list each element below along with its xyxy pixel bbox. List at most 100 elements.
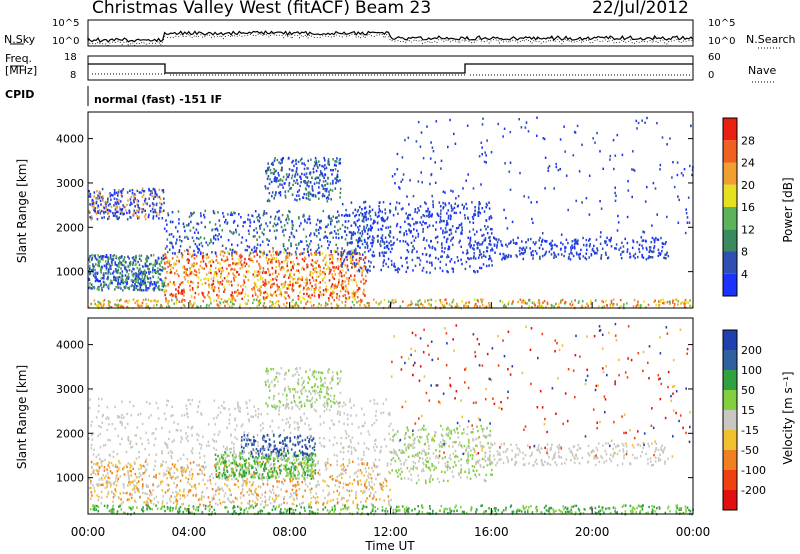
power-mark <box>296 179 298 182</box>
power-mark <box>212 289 215 292</box>
power-mark <box>441 255 443 258</box>
power-mark <box>337 170 339 173</box>
power-mark <box>263 302 266 305</box>
power-mark <box>352 211 354 215</box>
power-mark <box>118 299 121 302</box>
power-mark <box>460 232 462 235</box>
velocity-mark <box>250 484 253 487</box>
power-mark <box>295 253 297 256</box>
velocity-mark <box>370 480 373 484</box>
power-mark <box>503 208 505 212</box>
power-mark <box>683 301 686 304</box>
power-mark <box>217 281 219 284</box>
power-mark <box>211 259 213 262</box>
power-mark <box>101 209 103 213</box>
power-mark <box>176 230 179 233</box>
power-mark <box>431 194 433 198</box>
power-mark <box>201 291 203 295</box>
power-mark <box>272 254 275 257</box>
power-mark <box>165 289 168 293</box>
power-mark <box>168 259 171 263</box>
power-mark <box>363 265 366 268</box>
power-mark <box>263 212 266 215</box>
power-mark <box>425 271 428 274</box>
power-mark <box>217 296 220 299</box>
velocity-mark <box>257 465 260 468</box>
power-mark <box>133 209 136 212</box>
power-mark <box>541 254 544 258</box>
power-mark <box>613 167 615 171</box>
velocity-mark <box>209 479 212 482</box>
power-mark <box>364 250 366 254</box>
velocity-mark <box>114 465 117 468</box>
power-mark <box>276 250 278 253</box>
power-mark <box>164 293 166 297</box>
power-mark <box>319 179 321 182</box>
power-mark <box>465 305 468 308</box>
velocity-mark <box>261 500 264 503</box>
power-mark <box>422 220 424 223</box>
power-mark <box>112 214 115 217</box>
power-mark <box>186 235 188 239</box>
power-mark <box>357 241 359 244</box>
power-mark <box>148 197 150 200</box>
power-mark <box>444 204 447 207</box>
power-mark <box>547 169 550 172</box>
power-mark <box>527 238 530 241</box>
power-mark <box>391 263 393 266</box>
power-mark <box>467 251 469 254</box>
velocity-mark <box>161 480 164 483</box>
power-mark <box>306 278 309 282</box>
power-mark <box>550 248 553 251</box>
power-mark <box>373 221 375 224</box>
power-mark <box>496 246 498 249</box>
power-mark <box>298 242 300 245</box>
power-mark <box>291 285 294 288</box>
power-mark <box>217 268 220 271</box>
velocity-mark <box>296 477 299 480</box>
power-mark <box>371 254 374 257</box>
power-mark <box>567 208 569 212</box>
power-mark <box>251 248 253 251</box>
power-mark <box>226 258 229 261</box>
velocity-mark <box>145 503 147 506</box>
power-mark <box>446 270 448 273</box>
power-mark <box>182 266 184 269</box>
noise-panel <box>10 19 780 49</box>
velocity-mark <box>229 493 232 497</box>
power-mark <box>476 230 478 233</box>
power-mark <box>268 239 270 242</box>
power-mark <box>650 256 652 259</box>
power-mark <box>160 278 162 281</box>
power-mark <box>329 182 332 185</box>
power-mark <box>259 293 262 297</box>
power-mark <box>439 218 442 221</box>
velocity-mark <box>281 480 283 484</box>
power-mark <box>193 296 196 299</box>
power-mark <box>281 183 283 186</box>
velocity-mark <box>386 462 389 465</box>
power-mark <box>137 205 139 209</box>
power-mark <box>658 300 660 303</box>
power-mark <box>645 258 648 261</box>
power-mark <box>408 223 411 226</box>
power-mark <box>153 195 155 198</box>
power-mark <box>394 265 396 268</box>
power-mark <box>163 267 165 270</box>
velocity-mark <box>254 466 257 470</box>
power-mark <box>323 266 325 270</box>
power-mark <box>113 197 116 200</box>
power-mark <box>262 233 265 236</box>
power-mark <box>409 303 412 307</box>
power-mark <box>450 239 452 242</box>
power-mark <box>297 278 299 281</box>
power-mark <box>361 274 363 277</box>
power-mark <box>275 224 277 227</box>
power-mark <box>318 197 320 200</box>
power-mark <box>406 242 409 245</box>
power-mark <box>97 259 99 262</box>
power-mark <box>149 270 152 274</box>
power-mark <box>163 257 165 261</box>
power-mark <box>262 267 265 270</box>
power-mark <box>94 302 96 306</box>
